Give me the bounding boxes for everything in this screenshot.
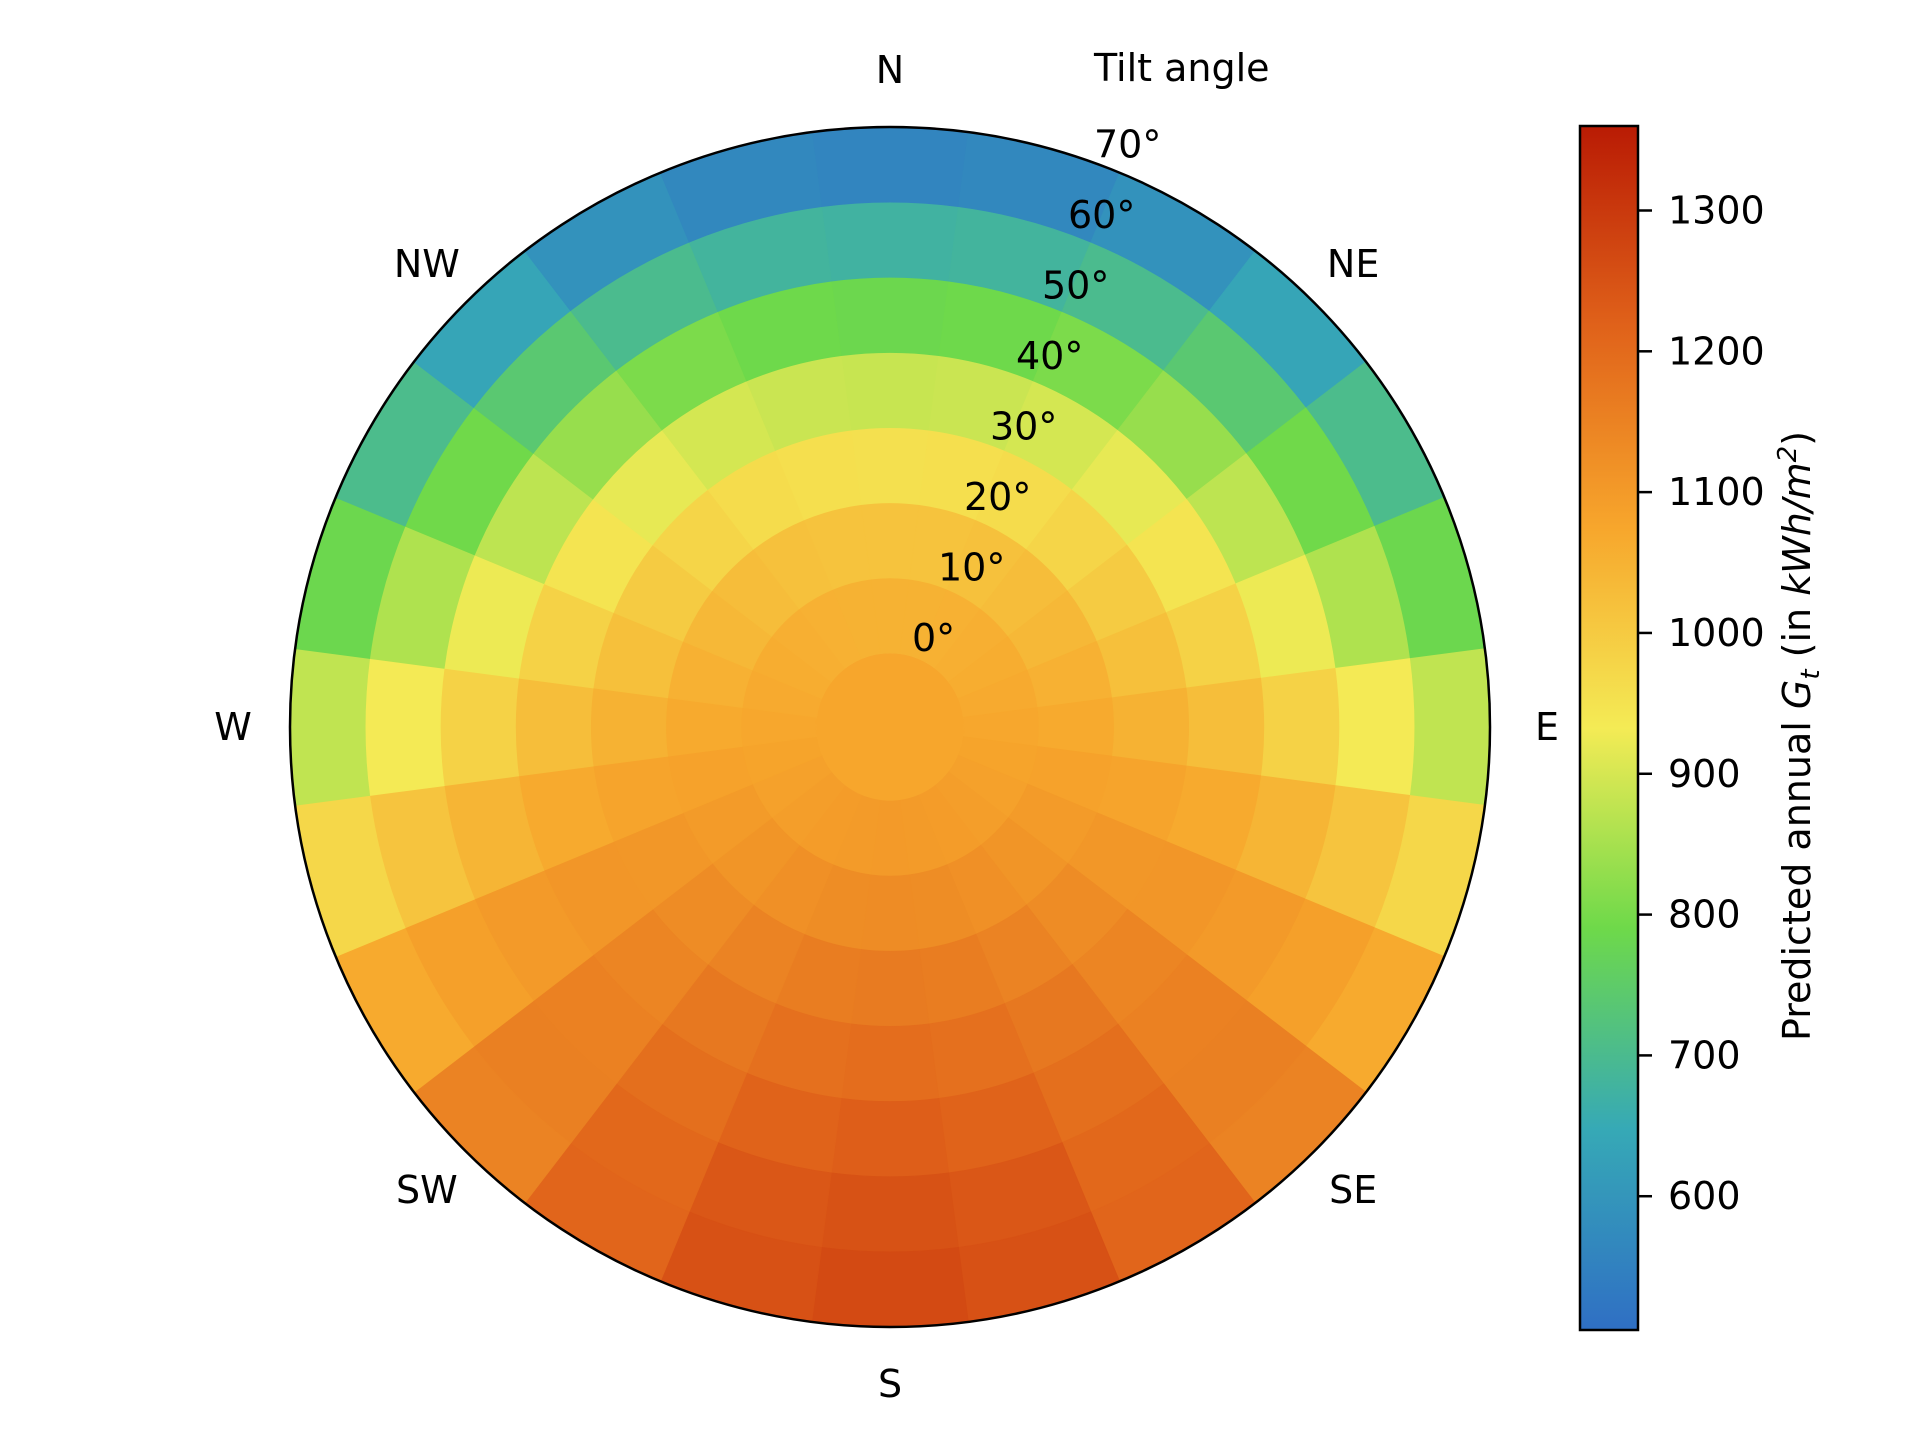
direction-label-n: N bbox=[876, 48, 904, 92]
polar-cell bbox=[1335, 658, 1416, 796]
polar-cell bbox=[811, 126, 969, 208]
polar-cell bbox=[515, 677, 594, 777]
colorbar: 600 700 800 900 1000 1100 1200 1300 Predicted a… bbox=[1578, 124, 1826, 1332]
direction-label-s: S bbox=[878, 1362, 902, 1406]
tilt-axis-title: Tilt angle bbox=[1093, 46, 1270, 90]
polar-cell bbox=[364, 658, 445, 796]
colorbar-tick-label: 900 bbox=[1668, 752, 1741, 796]
direction-labels: N NE E SE S SW W NW bbox=[214, 48, 1559, 1406]
colorbar-tick-label: 600 bbox=[1668, 1174, 1741, 1218]
polar-cell bbox=[590, 687, 669, 767]
direction-label-sw: SW bbox=[396, 1168, 458, 1212]
tilt-tick-label: 30° bbox=[990, 405, 1057, 449]
polar-cell bbox=[850, 427, 930, 506]
polar-cell bbox=[840, 1023, 940, 1102]
colorbar-tick-label: 1000 bbox=[1668, 611, 1765, 655]
polar-cell bbox=[665, 697, 743, 757]
polar-cell bbox=[1409, 648, 1491, 806]
polar-cell bbox=[860, 874, 920, 952]
polar-cell bbox=[830, 1097, 950, 1178]
colorbar-ticks: 600 700 800 900 1000 1100 1200 1300 bbox=[1638, 188, 1765, 1218]
polar-cell bbox=[439, 667, 520, 787]
colorbar-tick-label: 700 bbox=[1668, 1033, 1741, 1077]
direction-label-e: E bbox=[1535, 705, 1559, 749]
polar-cell bbox=[1260, 667, 1341, 787]
colorbar-gradient bbox=[1578, 124, 1640, 1332]
tilt-tick-label: 50° bbox=[1042, 264, 1109, 308]
polar-cell bbox=[1037, 697, 1115, 757]
polar-cell-center bbox=[816, 653, 964, 801]
tilt-tick-label: 60° bbox=[1068, 193, 1135, 237]
polar-cell bbox=[811, 1246, 969, 1328]
polar-cell bbox=[1111, 687, 1190, 767]
colorbar-tick-label: 1100 bbox=[1668, 470, 1765, 514]
tilt-tick-label: 40° bbox=[1016, 334, 1083, 378]
colorbar-tick-label: 1200 bbox=[1668, 329, 1765, 373]
tilt-labels: Tilt angle 0° 10° 20° 30° 40° 50° 60° 70° bbox=[912, 46, 1270, 660]
direction-label-ne: NE bbox=[1327, 242, 1379, 286]
polar-cell bbox=[850, 948, 930, 1027]
tilt-tick-label: 10° bbox=[938, 546, 1005, 590]
polar-cell bbox=[840, 352, 940, 431]
polar-cells bbox=[289, 126, 1491, 1328]
direction-label-nw: NW bbox=[394, 242, 460, 286]
polar-outer-border bbox=[288, 125, 1492, 1329]
polar-cell bbox=[860, 502, 920, 580]
polar-cell bbox=[821, 1172, 959, 1253]
colorbar-tick-label: 1300 bbox=[1668, 188, 1765, 232]
colorbar-tick-label: 800 bbox=[1668, 893, 1741, 937]
polar-cell bbox=[821, 201, 959, 282]
direction-label-w: W bbox=[214, 705, 252, 749]
colorbar-label: Predicted annual Gt (in kWh/m2) bbox=[1773, 431, 1826, 1041]
tilt-tick-label: 20° bbox=[964, 475, 1031, 519]
tilt-tick-label: 70° bbox=[1094, 123, 1161, 167]
polar-cell bbox=[289, 648, 371, 806]
polar-cell bbox=[830, 276, 950, 357]
direction-label-se: SE bbox=[1329, 1168, 1377, 1212]
polar-cell bbox=[1186, 677, 1265, 777]
tilt-tick-label: 0° bbox=[912, 616, 955, 660]
